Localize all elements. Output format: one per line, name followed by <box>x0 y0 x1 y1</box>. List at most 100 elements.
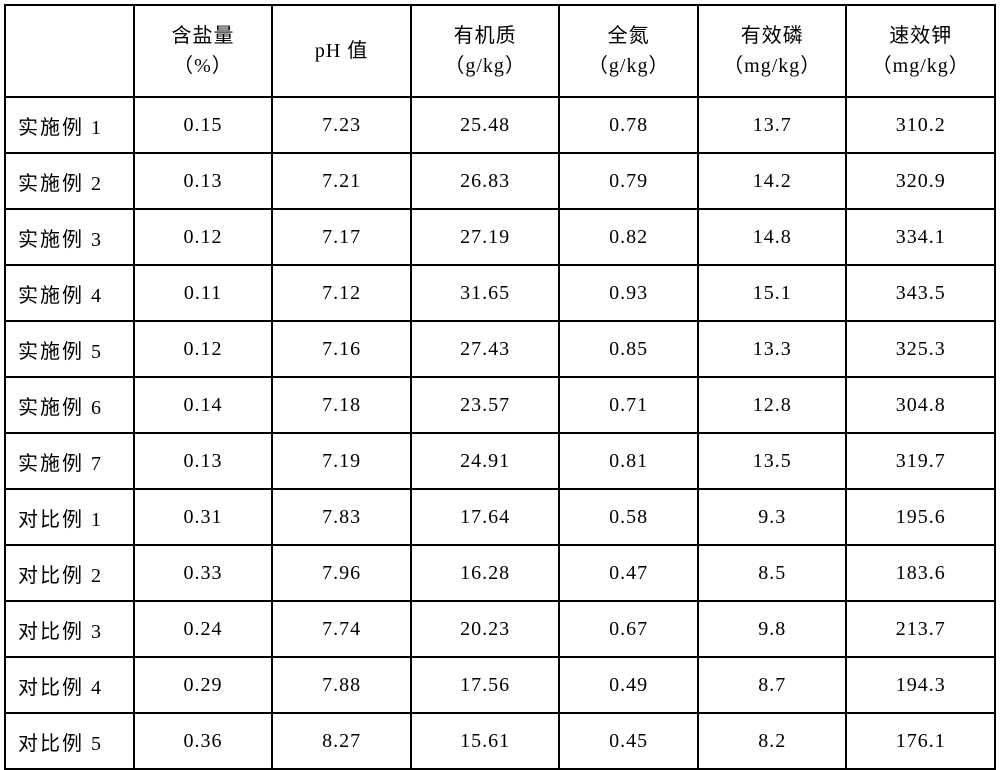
header-row: 含盐量（%）pH 值有机质（g/kg）全氮（g/kg）有效磷（mg/kg）速效钾… <box>5 5 995 97</box>
cell: 15.1 <box>698 265 847 321</box>
cell: 0.11 <box>134 265 273 321</box>
cell: 0.29 <box>134 657 273 713</box>
row-label: 实施例 1 <box>5 97 134 153</box>
table-row: 实施例 30.127.1727.190.8214.8334.1 <box>5 209 995 265</box>
cell: 16.28 <box>411 545 560 601</box>
cell: 8.2 <box>698 713 847 769</box>
cell: 7.18 <box>272 377 411 433</box>
cell: 0.79 <box>559 153 698 209</box>
cell: 7.21 <box>272 153 411 209</box>
cell: 325.3 <box>846 321 995 377</box>
cell: 310.2 <box>846 97 995 153</box>
cell: 27.19 <box>411 209 560 265</box>
cell: 304.8 <box>846 377 995 433</box>
cell: 7.19 <box>272 433 411 489</box>
row-label: 实施例 2 <box>5 153 134 209</box>
col-header-line2: （mg/kg） <box>700 51 845 81</box>
cell: 7.17 <box>272 209 411 265</box>
cell: 7.96 <box>272 545 411 601</box>
row-label: 实施例 3 <box>5 209 134 265</box>
col-header-3: 有机质（g/kg） <box>411 5 560 97</box>
cell: 343.5 <box>846 265 995 321</box>
table-row: 实施例 50.127.1627.430.8513.3325.3 <box>5 321 995 377</box>
table-row: 实施例 40.117.1231.650.9315.1343.5 <box>5 265 995 321</box>
cell: 0.45 <box>559 713 698 769</box>
row-label: 对比例 2 <box>5 545 134 601</box>
row-label: 对比例 1 <box>5 489 134 545</box>
col-header-line1: 有效磷 <box>700 21 845 51</box>
cell: 7.88 <box>272 657 411 713</box>
col-header-2: pH 值 <box>272 5 411 97</box>
table-row: 对比例 10.317.8317.640.589.3195.6 <box>5 489 995 545</box>
table-row: 实施例 70.137.1924.910.8113.5319.7 <box>5 433 995 489</box>
row-label: 对比例 4 <box>5 657 134 713</box>
cell: 27.43 <box>411 321 560 377</box>
cell: 14.2 <box>698 153 847 209</box>
row-label: 实施例 7 <box>5 433 134 489</box>
cell: 0.85 <box>559 321 698 377</box>
cell: 0.82 <box>559 209 698 265</box>
cell: 183.6 <box>846 545 995 601</box>
cell: 0.78 <box>559 97 698 153</box>
table-body: 实施例 10.157.2325.480.7813.7310.2实施例 20.13… <box>5 97 995 769</box>
cell: 17.56 <box>411 657 560 713</box>
col-header-line1: 含盐量 <box>136 21 271 51</box>
col-header-line2: （mg/kg） <box>848 51 993 81</box>
cell: 20.23 <box>411 601 560 657</box>
col-header-0 <box>5 5 134 97</box>
col-header-4: 全氮（g/kg） <box>559 5 698 97</box>
cell: 0.15 <box>134 97 273 153</box>
cell: 7.83 <box>272 489 411 545</box>
cell: 23.57 <box>411 377 560 433</box>
table-row: 实施例 20.137.2126.830.7914.2320.9 <box>5 153 995 209</box>
cell: 195.6 <box>846 489 995 545</box>
cell: 14.8 <box>698 209 847 265</box>
cell: 194.3 <box>846 657 995 713</box>
cell: 8.27 <box>272 713 411 769</box>
cell: 0.12 <box>134 321 273 377</box>
cell: 7.12 <box>272 265 411 321</box>
cell: 15.61 <box>411 713 560 769</box>
cell: 176.1 <box>846 713 995 769</box>
cell: 13.3 <box>698 321 847 377</box>
cell: 0.49 <box>559 657 698 713</box>
table-row: 实施例 60.147.1823.570.7112.8304.8 <box>5 377 995 433</box>
table-row: 对比例 50.368.2715.610.458.2176.1 <box>5 713 995 769</box>
col-header-1: 含盐量（%） <box>134 5 273 97</box>
col-header-line1: 有机质 <box>413 21 558 51</box>
row-label: 实施例 6 <box>5 377 134 433</box>
col-header-5: 有效磷（mg/kg） <box>698 5 847 97</box>
cell: 12.8 <box>698 377 847 433</box>
cell: 334.1 <box>846 209 995 265</box>
cell: 0.13 <box>134 153 273 209</box>
table-row: 对比例 30.247.7420.230.679.8213.7 <box>5 601 995 657</box>
col-header-line2: （%） <box>136 51 271 81</box>
table-row: 对比例 40.297.8817.560.498.7194.3 <box>5 657 995 713</box>
soil-properties-table: 含盐量（%）pH 值有机质（g/kg）全氮（g/kg）有效磷（mg/kg）速效钾… <box>4 4 996 770</box>
row-label: 对比例 3 <box>5 601 134 657</box>
cell: 13.5 <box>698 433 847 489</box>
cell: 8.5 <box>698 545 847 601</box>
cell: 0.71 <box>559 377 698 433</box>
cell: 0.67 <box>559 601 698 657</box>
cell: 24.91 <box>411 433 560 489</box>
cell: 0.14 <box>134 377 273 433</box>
cell: 31.65 <box>411 265 560 321</box>
cell: 213.7 <box>846 601 995 657</box>
cell: 0.12 <box>134 209 273 265</box>
row-label: 实施例 5 <box>5 321 134 377</box>
cell: 0.36 <box>134 713 273 769</box>
cell: 0.33 <box>134 545 273 601</box>
cell: 0.47 <box>559 545 698 601</box>
cell: 7.74 <box>272 601 411 657</box>
row-label: 对比例 5 <box>5 713 134 769</box>
cell: 0.93 <box>559 265 698 321</box>
cell: 0.58 <box>559 489 698 545</box>
col-header-line2: （g/kg） <box>561 51 696 81</box>
cell: 9.8 <box>698 601 847 657</box>
cell: 9.3 <box>698 489 847 545</box>
col-header-line1: pH 值 <box>274 36 409 66</box>
cell: 13.7 <box>698 97 847 153</box>
cell: 7.23 <box>272 97 411 153</box>
cell: 0.31 <box>134 489 273 545</box>
